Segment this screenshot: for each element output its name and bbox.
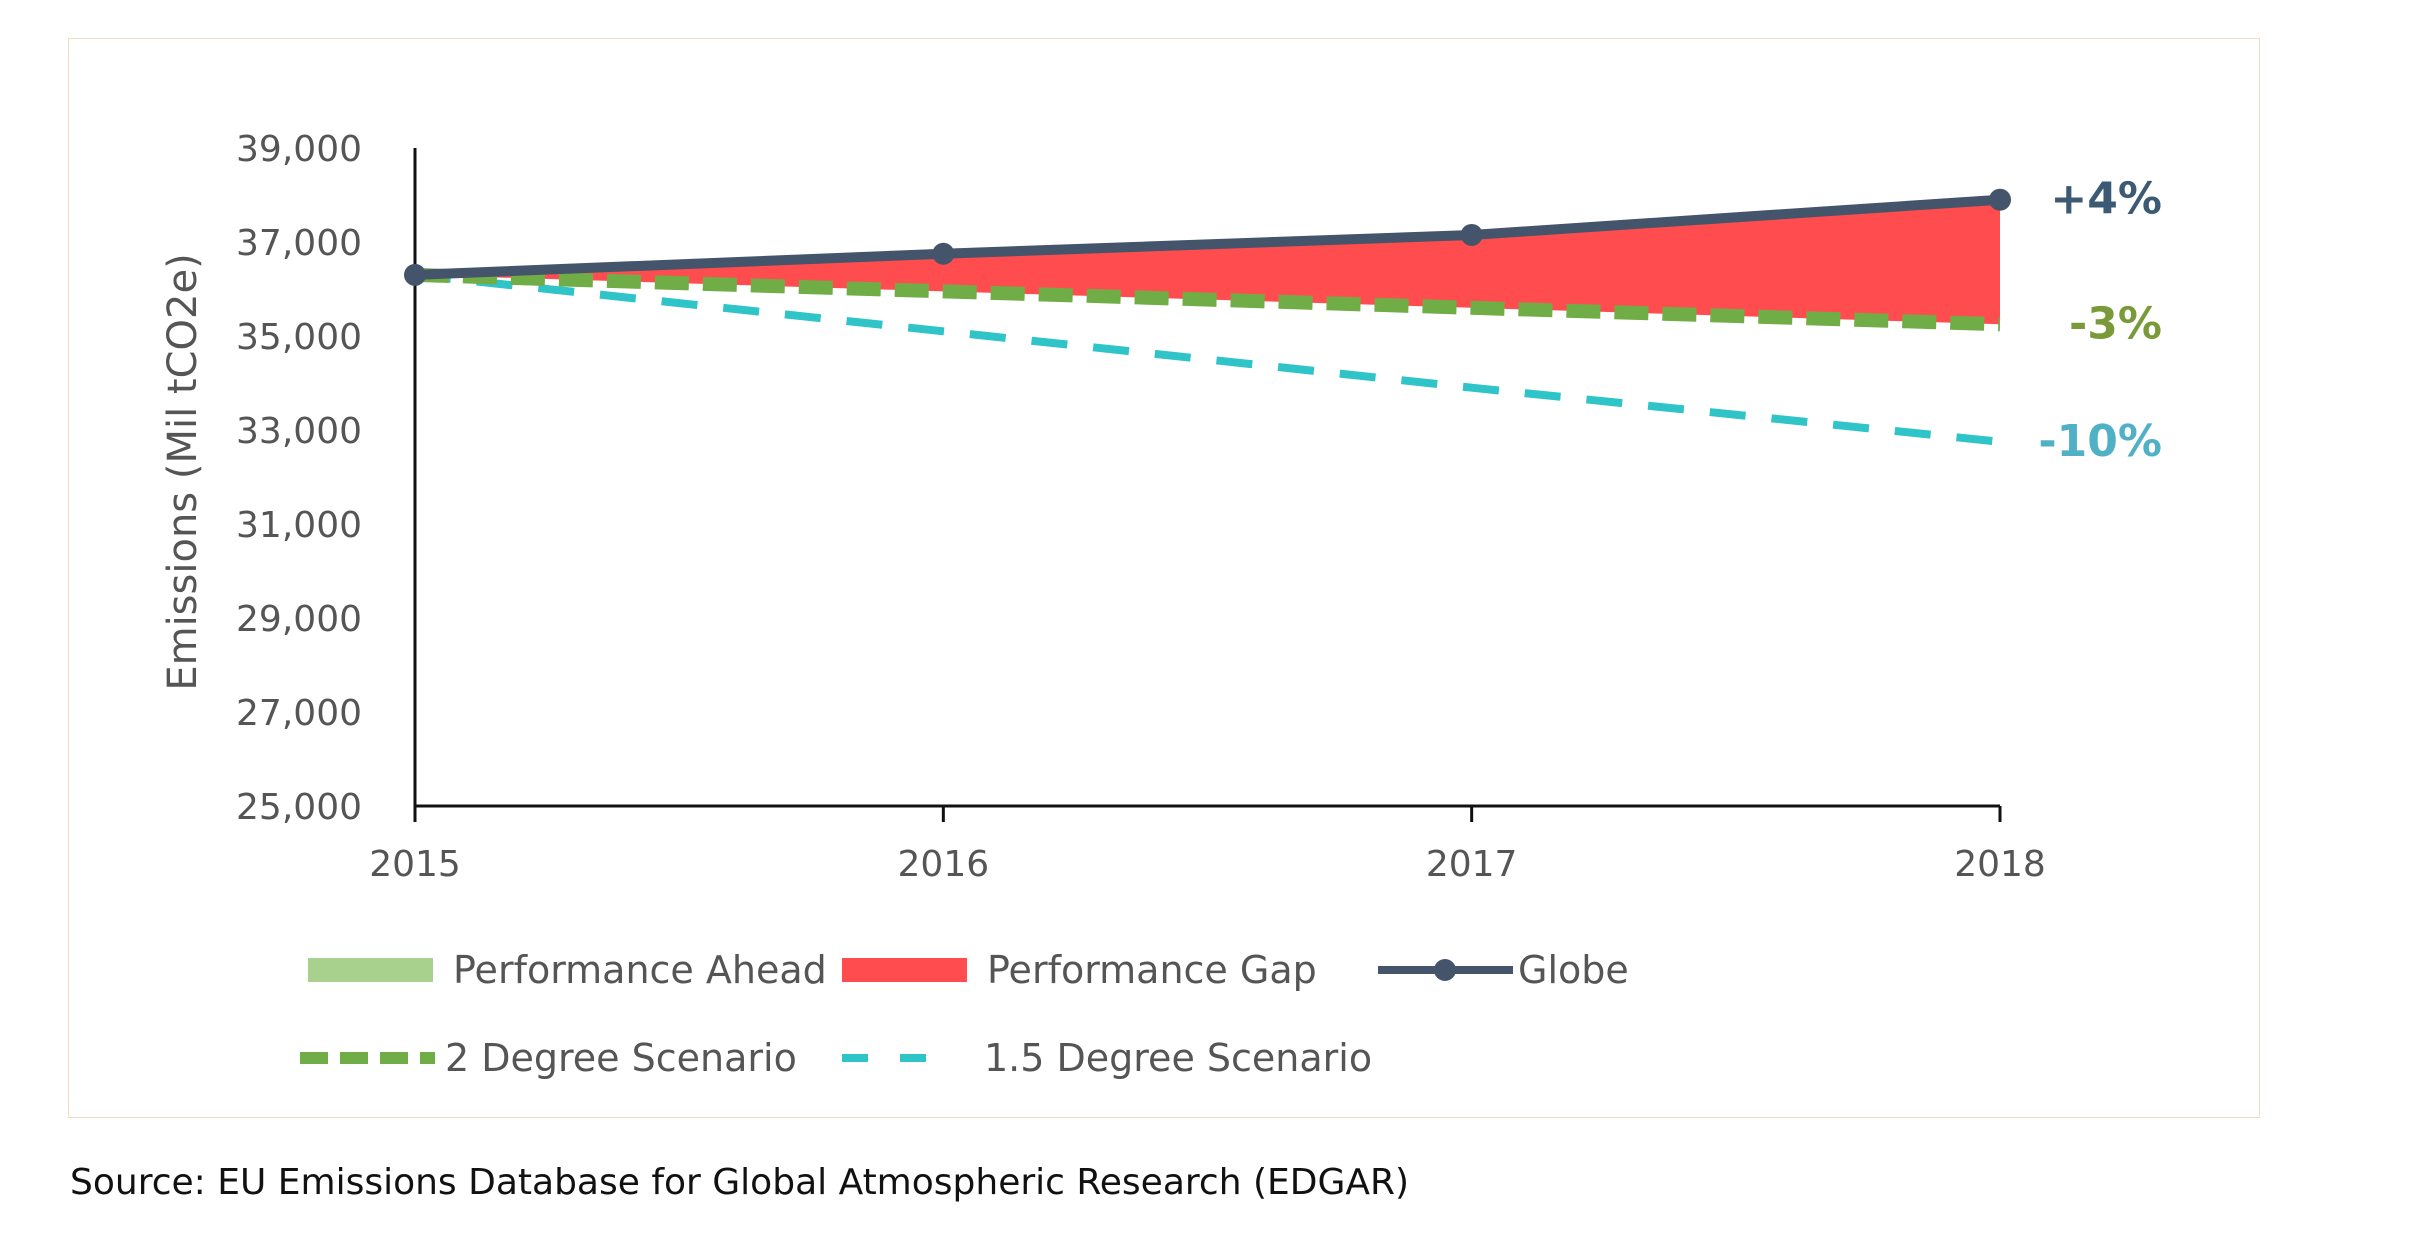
- legend-label-performance-ahead: Performance Ahead: [453, 948, 827, 992]
- x-tick-label: 2017: [1426, 844, 1518, 885]
- source-caption: Source: EU Emissions Database for Global…: [70, 1162, 1410, 1203]
- legend-label-performance-gap: Performance Gap: [987, 948, 1317, 992]
- x-tick-label: 2015: [369, 844, 461, 885]
- globe-data-point: [1460, 223, 1483, 246]
- globe-data-point: [932, 242, 955, 265]
- x-tick-label: 2016: [898, 844, 990, 885]
- y-tick-label: 31,000: [236, 505, 362, 546]
- y-tick-label: 27,000: [236, 693, 362, 734]
- y-tick-label: 33,000: [236, 411, 362, 452]
- legend-swatch-performance-gap: [842, 958, 967, 982]
- annotation-globe: +4%: [2050, 174, 2162, 225]
- legend-swatch-performance-ahead: [308, 958, 433, 982]
- y-tick-label: 35,000: [236, 317, 362, 358]
- globe-data-point: [1989, 188, 2011, 211]
- x-tick-label: 2018: [1954, 844, 2046, 885]
- series-line-globe: [414, 194, 2001, 280]
- y-tick-label: 37,000: [236, 223, 362, 264]
- series-line-2-degree-scenario: [414, 267, 2001, 332]
- globe-data-point: [404, 263, 426, 286]
- y-tick-label: 39,000: [236, 129, 362, 170]
- legend-label-globe: Globe: [1518, 948, 1629, 992]
- y-axis-title: Emissions (Mil tCO2e): [160, 253, 206, 690]
- legend-marker-globe: [1434, 959, 1456, 981]
- series-line-1-5-degree-scenario: [414, 270, 2001, 446]
- y-tick-label: 29,000: [236, 599, 362, 640]
- legend-label-2-degree-scenario: 2 Degree Scenario: [445, 1036, 797, 1080]
- legend-label-1-5-degree-scenario: 1.5 Degree Scenario: [984, 1036, 1372, 1080]
- y-tick-label: 25,000: [236, 787, 362, 828]
- annotation-1-5-degree-scenario: -10%: [2038, 416, 2162, 467]
- annotation-2-degree-scenario: -3%: [2069, 298, 2162, 349]
